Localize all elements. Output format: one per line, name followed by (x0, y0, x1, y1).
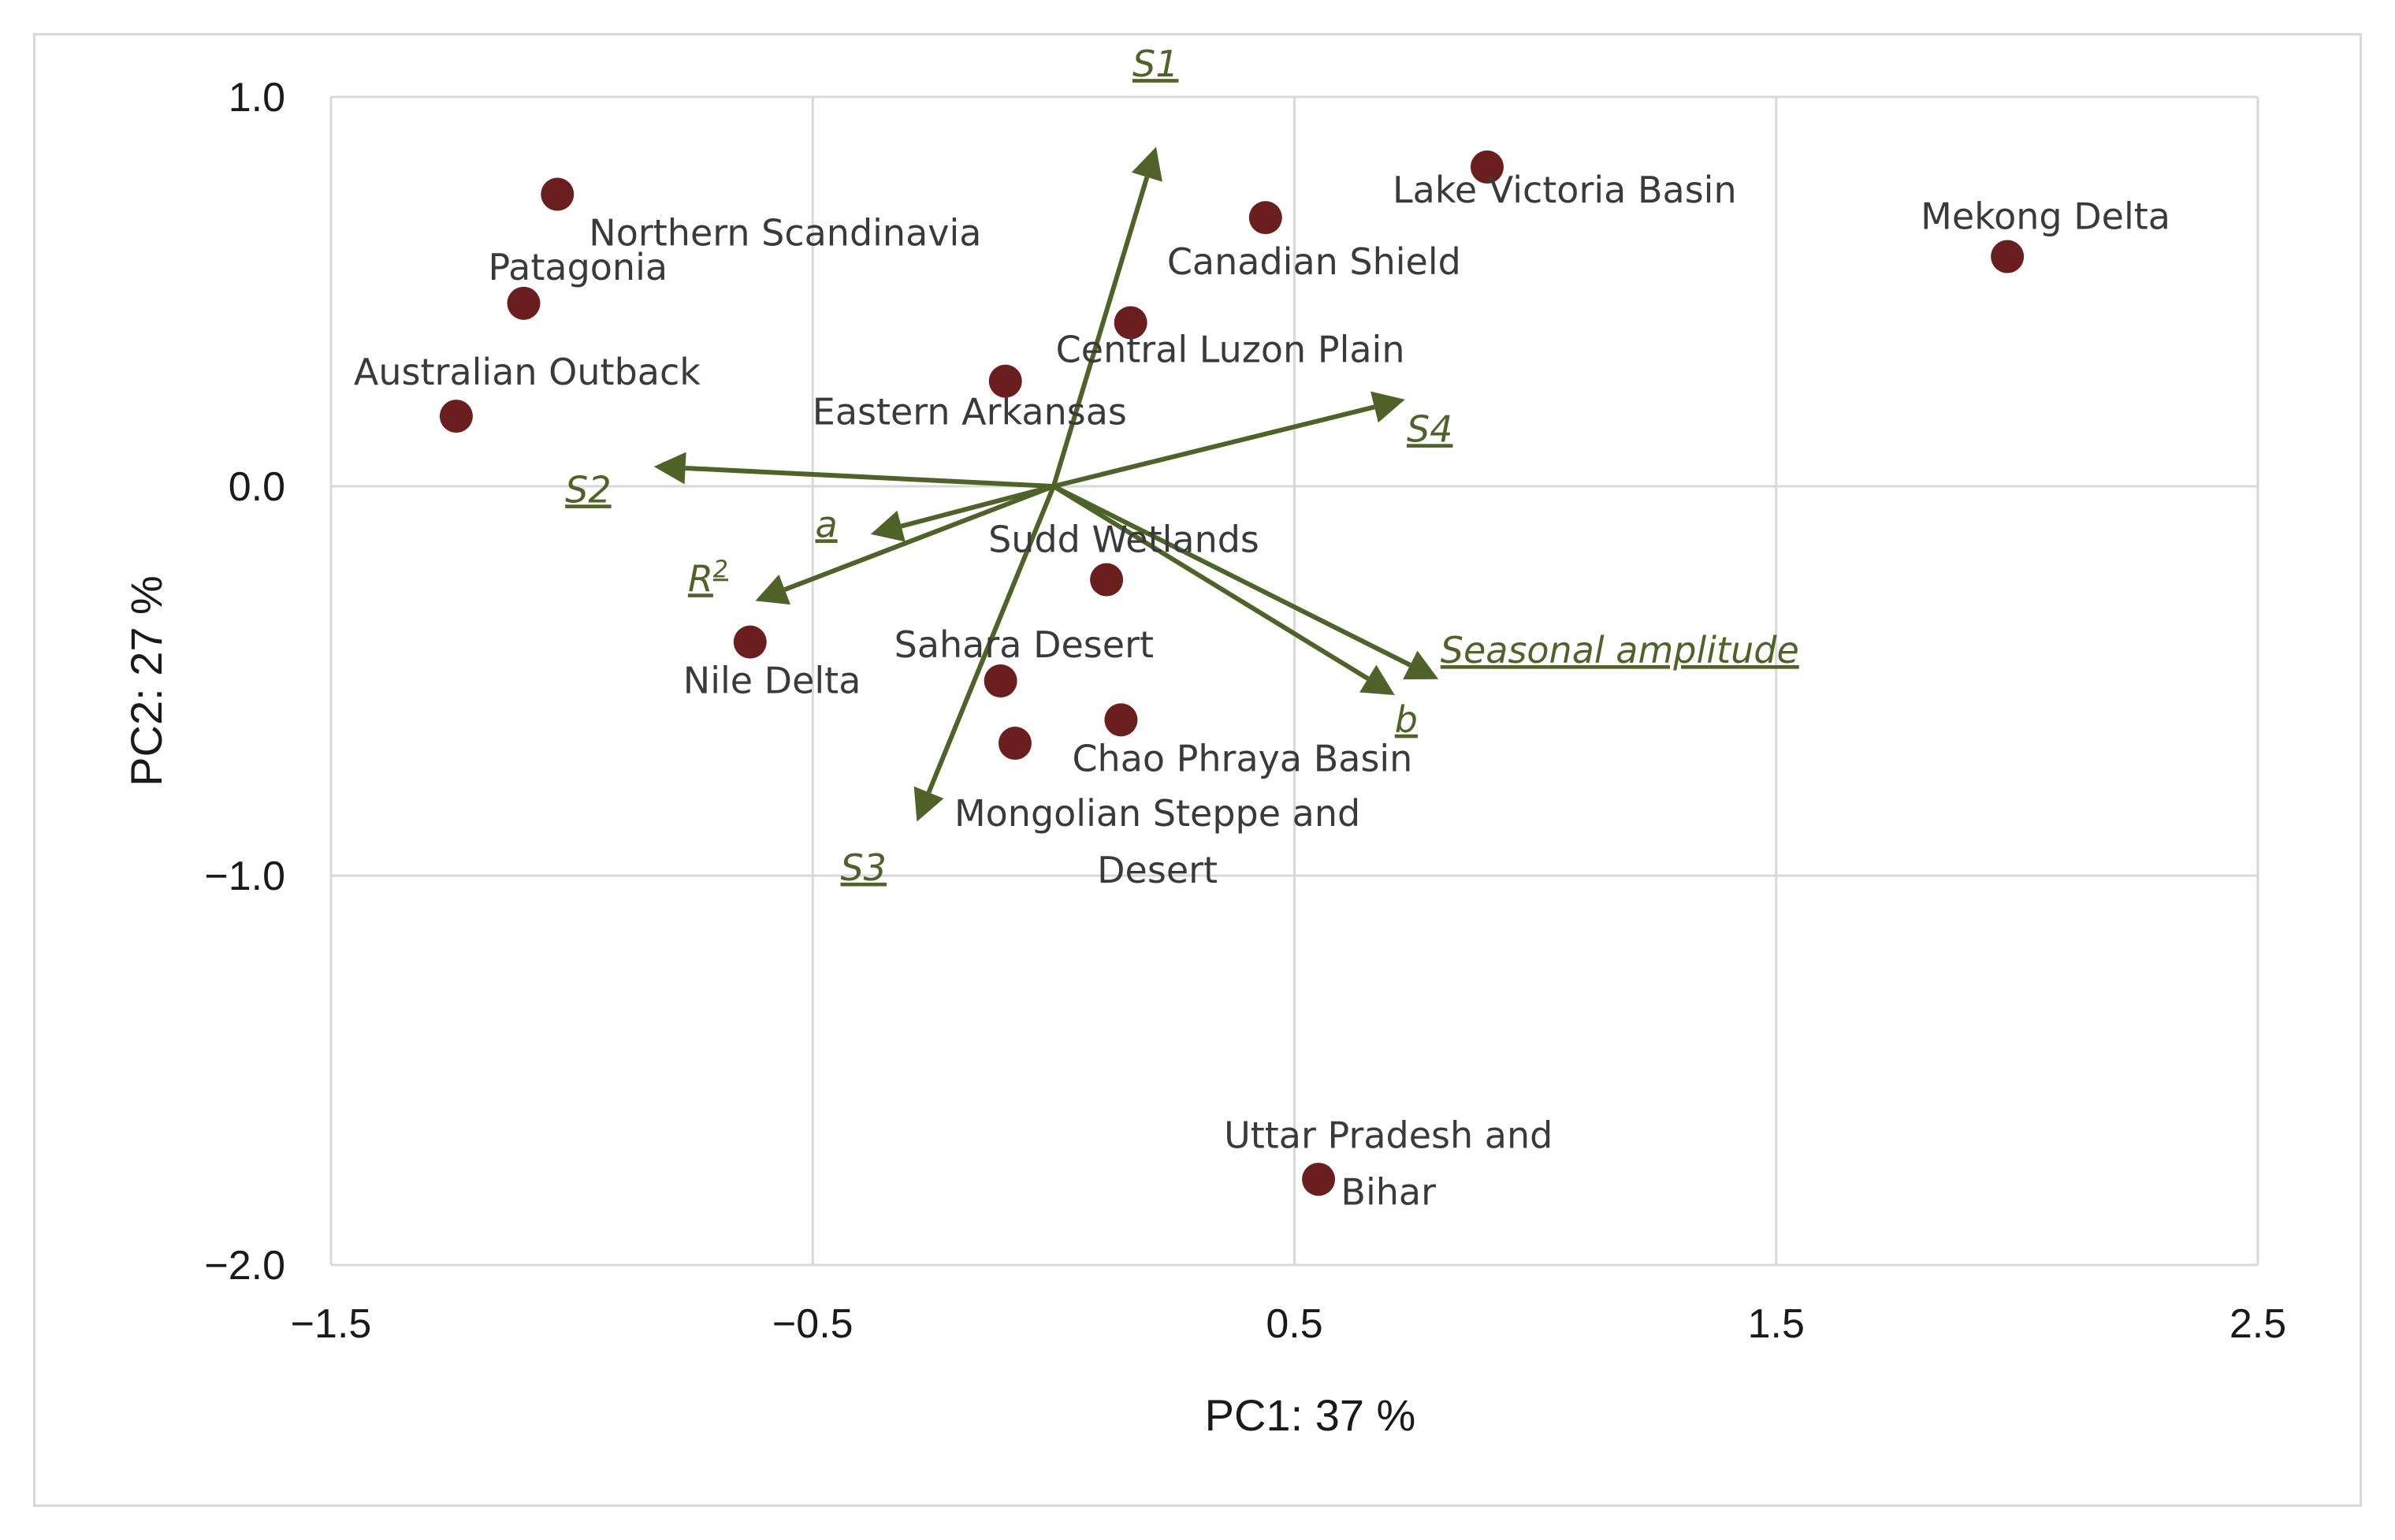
x-tick-label: 1.5 (1748, 1301, 1805, 1347)
point-label-lake-victoria-basin: Lake Victoria Basin (1393, 169, 1737, 211)
point-mongolian-steppe-and (998, 727, 1032, 761)
point-label-northern-scandinavia: Northern Scandinavia (589, 212, 981, 255)
point-label-mekong-delta: Mekong Delta (1921, 195, 2170, 238)
point-canadian-shield (1248, 201, 1282, 235)
y-tick-label: −2.0 (204, 1243, 285, 1289)
vector-label-r2: R2 (688, 556, 728, 600)
point-label-mongolian-steppe-and: Mongolian Steppe and Desert (954, 792, 1360, 891)
point-uttar-pradesh-and (1302, 1162, 1336, 1196)
vector-label-b: b (1395, 698, 1418, 741)
vector-arrowhead-s4 (1370, 391, 1405, 423)
point-label-canadian-shield: Canadian Shield (1167, 240, 1461, 283)
vector-label-s2: S2 (565, 468, 611, 511)
point-label-chao-phraya-basin: Chao Phraya Basin (1072, 737, 1412, 779)
vector-line-s4 (1053, 404, 1375, 489)
vector-label-s1: S1 (1132, 43, 1178, 85)
point-label-australian-outback: Australian Outback (354, 351, 701, 393)
vector-line-r2 (783, 484, 1054, 592)
vector-arrowhead-r2 (755, 575, 791, 605)
vector-arrowhead-b (1359, 664, 1395, 695)
y-axis-title: PC2: 27 % (121, 575, 171, 787)
loading-vectors: S1 S2 S3 S4 a R2 b Seasonal amplitude (565, 43, 1799, 889)
vector-arrowhead-seasonal-amplitude (1403, 650, 1439, 680)
x-tick-label: 0.5 (1266, 1301, 1322, 1347)
point-label-eastern-arkansas: Eastern Arkansas (813, 391, 1127, 433)
vector-label-s4: S4 (1407, 407, 1452, 450)
x-tick-label: −0.5 (772, 1301, 853, 1347)
vector-arrowhead-a (870, 510, 906, 542)
vector-line-s2 (685, 465, 1054, 489)
grid-lines (329, 95, 2259, 1267)
vector-line-b (1052, 484, 1370, 681)
point-lake-victoria-basin (1471, 150, 1504, 184)
vector-arrowhead-s3 (913, 786, 944, 822)
chart-frame (33, 33, 2362, 1507)
x-tick-label: 2.5 (2230, 1301, 2286, 1347)
point-northern-scandinavia (541, 177, 575, 211)
point-label-nile-delta: Nile Delta (683, 660, 861, 702)
point-label-uttar-pradesh-and: Uttar Pradesh and Bihar (1224, 1114, 1553, 1213)
vector-line-seasonal-amplitude (1052, 484, 1411, 668)
point-mekong-delta (1991, 240, 2025, 273)
vector-label-s3: S3 (840, 846, 886, 889)
point-nile-delta (733, 625, 767, 659)
point-label-sahara-desert: Sahara Desert (894, 623, 1154, 666)
vector-line-s3 (926, 485, 1056, 794)
point-eastern-arkansas (988, 364, 1022, 398)
point-label-sudd-wetlands: Sudd Wetlands (988, 519, 1259, 561)
y-tick-label: 1.0 (229, 75, 285, 121)
point-australian-outback (439, 400, 473, 433)
y-tick-label: −1.0 (204, 854, 285, 899)
vector-line-a (900, 484, 1054, 529)
x-axis-title: PC1: 37 % (1205, 1390, 1416, 1440)
point-chao-phraya-basin (1104, 703, 1138, 737)
point-patagonia (507, 286, 541, 320)
point-sahara-desert (984, 664, 1017, 697)
point-label-central-luzon-plain: Central Luzon Plain (1056, 329, 1405, 371)
vector-line-s1 (1051, 176, 1150, 487)
tick-labels: −1.5 −0.5 0.5 1.5 2.5 1.0 0.0 −1.0 −2.0 (204, 75, 2286, 1347)
vector-arrowhead-s2 (653, 452, 686, 485)
point-label-patagonia: Patagonia (489, 246, 668, 288)
vector-label-a: a (816, 503, 838, 545)
vector-arrowhead-s1 (1131, 147, 1162, 182)
point-central-luzon-plain (1114, 306, 1147, 340)
y-tick-label: 0.0 (229, 464, 285, 510)
point-sudd-wetlands (1090, 563, 1124, 597)
x-tick-label: −1.5 (291, 1301, 372, 1347)
vector-label-seasonal-amplitude: Seasonal amplitude (1441, 629, 1799, 671)
